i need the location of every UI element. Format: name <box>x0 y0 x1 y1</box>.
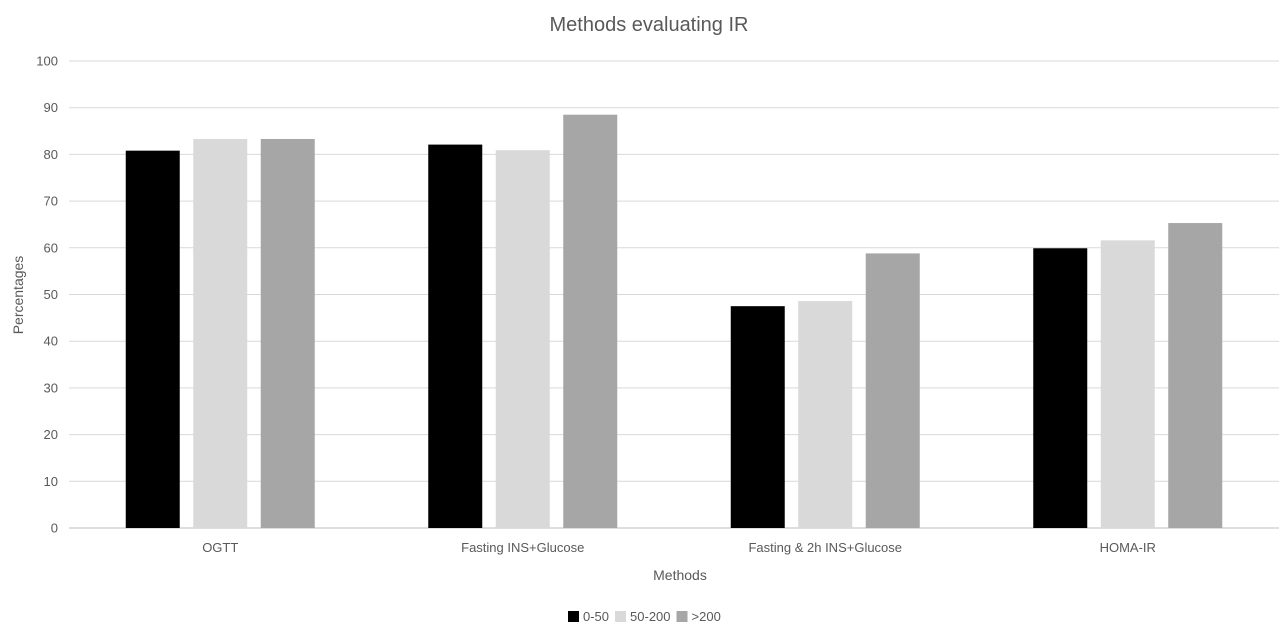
legend-swatch <box>676 611 688 622</box>
bar <box>1033 248 1088 528</box>
legend-label: 50-200 <box>630 609 670 624</box>
x-axis-title: Methods <box>653 567 707 583</box>
x-tick-label: HOMA-IR <box>1100 540 1156 555</box>
x-tick-label: Fasting & 2h INS+Glucose <box>748 540 902 555</box>
y-tick-label: 10 <box>44 474 58 489</box>
y-tick-label: 50 <box>44 287 58 302</box>
bars <box>125 114 1223 529</box>
x-tick-label: OGTT <box>202 540 238 555</box>
gridlines <box>69 60 1279 529</box>
y-tick-label: 80 <box>44 147 58 162</box>
y-tick-label: 100 <box>36 54 58 69</box>
legend-label: 0-50 <box>583 609 609 624</box>
bar <box>730 306 785 528</box>
bar <box>563 114 618 528</box>
bar <box>1168 223 1223 528</box>
y-axis-title: Percentages <box>10 256 26 335</box>
legend-label: >200 <box>692 609 721 624</box>
y-tick-label: 0 <box>51 521 58 536</box>
y-tick-label: 70 <box>44 194 58 209</box>
bar <box>1100 240 1155 528</box>
y-tick-label: 30 <box>44 380 58 395</box>
bar <box>865 253 920 529</box>
bar <box>125 150 180 528</box>
y-axis-ticks: 0 10 20 30 40 50 60 70 80 90 100 <box>36 54 58 536</box>
y-tick-label: 90 <box>44 100 58 115</box>
bar <box>428 144 483 528</box>
bar <box>495 150 550 528</box>
y-tick-label: 20 <box>44 427 58 442</box>
y-tick-label: 60 <box>44 240 58 255</box>
legend-swatch <box>615 611 627 622</box>
legend: 0-50 50-200 >200 <box>568 609 721 624</box>
bar <box>260 138 315 528</box>
x-tick-label: Fasting INS+Glucose <box>461 540 584 555</box>
legend-swatch <box>568 611 579 622</box>
chart-title: Methods evaluating IR <box>549 14 748 36</box>
y-tick-label: 40 <box>44 334 58 349</box>
bar <box>193 138 248 528</box>
bar <box>798 301 853 528</box>
x-axis-ticks: OGTT Fasting INS+Glucose Fasting & 2h INS+… <box>202 540 1156 555</box>
